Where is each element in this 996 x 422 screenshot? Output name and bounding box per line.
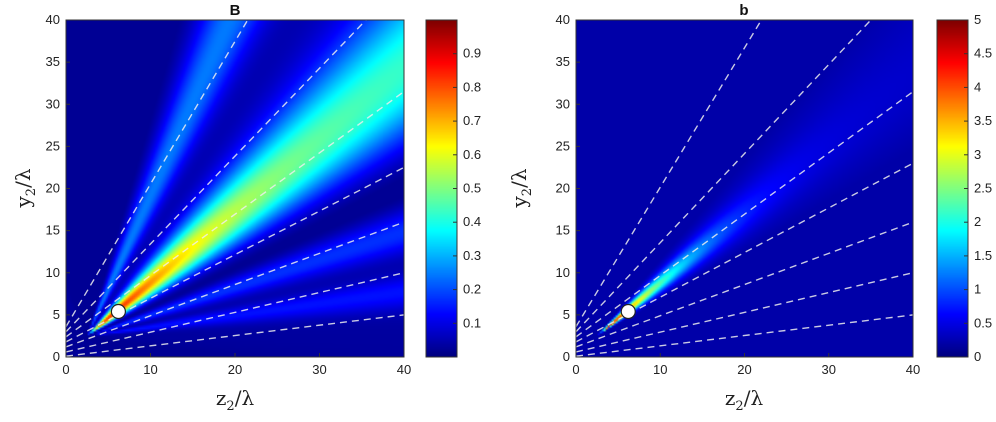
- colorbar-tick-label-b-3: 3: [974, 147, 981, 162]
- x-axis-label-b: z2/λ: [725, 386, 764, 414]
- colorbar-tick-label-b-1.5: 1.5: [974, 248, 992, 263]
- y-tick-label-B-35: 35: [46, 54, 60, 69]
- colorbar-tick-label-B-0.9: 0.9: [463, 46, 481, 61]
- y-tick-label-b-25: 25: [556, 138, 570, 153]
- y-tick-label-B-25: 25: [46, 138, 60, 153]
- x-tick-label-B-10: 10: [143, 362, 157, 377]
- y-tick-label-B-30: 30: [46, 96, 60, 111]
- y-tick-label-b-0: 0: [563, 349, 570, 364]
- colorbar-tick-label-b-5: 5: [974, 12, 981, 27]
- plot-area-b: [575, 19, 914, 358]
- panel-B: B 0 10 20 30 40 0 5 10 15 20 25 30 35 40 z2/λ y2/λ 0…: [11, 2, 481, 414]
- colorbar-tick-label-B-0.8: 0.8: [463, 79, 481, 94]
- colorbar-gradient-B: [426, 20, 457, 357]
- x-tick-label-B-30: 30: [312, 362, 326, 377]
- colorbar-tick-label-b-0.5: 0.5: [974, 315, 992, 330]
- y-axis-label-b: y2/λ: [507, 168, 535, 208]
- x-tick-label-b-40: 40: [906, 362, 920, 377]
- dashed-line-b-6: [575, 272, 914, 353]
- y-tick-label-B-5: 5: [53, 307, 60, 322]
- x-tick-label-B-20: 20: [228, 362, 242, 377]
- y-axis-label-B: y2/λ: [11, 168, 39, 208]
- y-tick-label-b-10: 10: [556, 265, 570, 280]
- x-ticks-B: 0 10 20 30 40: [62, 353, 411, 377]
- colorbar-b: 0 0.5 1 1.5 2 2.5 3 3.5 4 4.5 5: [936, 12, 992, 364]
- colorbar-ticks-B: 0.1 0.2 0.3 0.4 0.5 0.6 0.7 0.8 0.9: [453, 46, 481, 330]
- x-tick-label-b-30: 30: [822, 362, 836, 377]
- y-ticks-b: 0 5 10 15 20 25 30 35 40: [556, 12, 580, 364]
- x-tick-label-b-0: 0: [572, 362, 579, 377]
- y-tick-label-B-40: 40: [46, 12, 60, 27]
- source-point-B: [110, 303, 126, 320]
- colorbar-tick-label-B-0.7: 0.7: [463, 113, 481, 128]
- colorbar-B: 0.1 0.2 0.3 0.4 0.5 0.6 0.7 0.8 0.9: [425, 19, 481, 358]
- heatmap-image-B: [66, 20, 404, 357]
- x-axis-label-B: z2/λ: [216, 386, 255, 414]
- colorbar-ticks-b: 0 0.5 1 1.5 2 2.5 3 3.5 4 4.5 5: [964, 12, 992, 364]
- y-tick-label-b-5: 5: [563, 307, 570, 322]
- y-tick-label-b-30: 30: [556, 96, 570, 111]
- x-ticks-b: 0 10 20 30 40: [572, 353, 920, 377]
- colorbar-tick-label-B-0.2: 0.2: [463, 282, 481, 297]
- x-tick-label-B-0: 0: [62, 362, 69, 377]
- y-tick-label-B-15: 15: [46, 223, 60, 238]
- colorbar-tick-label-B-0.5: 0.5: [463, 181, 481, 196]
- colorbar-tick-label-b-3.5: 3.5: [974, 113, 992, 128]
- heatmap-image-b: [576, 20, 913, 357]
- x-tick-label-B-40: 40: [397, 362, 411, 377]
- colorbar-tick-label-b-2.5: 2.5: [974, 181, 992, 196]
- colorbar-tick-label-b-1: 1: [974, 282, 981, 297]
- colorbar-tick-label-B-0.1: 0.1: [463, 315, 481, 330]
- y-tick-label-B-20: 20: [46, 181, 60, 196]
- colorbar-tick-label-b-4: 4: [974, 79, 981, 94]
- colorbar-tick-label-b-2: 2: [974, 214, 981, 229]
- dashed-line-B-5: [65, 221, 405, 348]
- dashed-line-B-7: [65, 314, 405, 357]
- y-tick-label-b-20: 20: [556, 181, 570, 196]
- y-tick-label-B-0: 0: [53, 349, 60, 364]
- dashed-line-b-3: [575, 91, 914, 338]
- panel-title-B: B: [230, 2, 241, 19]
- y-tick-label-B-10: 10: [46, 265, 60, 280]
- colorbar-tick-label-B-0.4: 0.4: [463, 214, 481, 229]
- y-tick-label-b-35: 35: [556, 54, 570, 69]
- colorbar-tick-label-b-4.5: 4.5: [974, 46, 992, 61]
- colorbar-tick-label-B-0.6: 0.6: [463, 147, 481, 162]
- y-tick-label-b-15: 15: [556, 223, 570, 238]
- x-tick-label-b-20: 20: [737, 362, 751, 377]
- colorbar-gradient-b: [937, 20, 968, 357]
- y-tick-label-b-40: 40: [556, 12, 570, 27]
- dashed-line-B-6: [65, 272, 405, 353]
- source-point-b: [620, 303, 636, 320]
- colorbar-tick-label-b-0: 0: [974, 349, 981, 364]
- panel-title-b: b: [739, 2, 748, 19]
- dashed-line-b-7: [575, 314, 914, 357]
- dashed-line-B-2: [65, 19, 367, 333]
- plot-area-B: [65, 19, 405, 358]
- y-ticks-B: 0 5 10 15 20 25 30 35 40: [46, 12, 70, 364]
- colorbar-tick-label-B-0.3: 0.3: [463, 248, 481, 263]
- dashed-line-B-3: [65, 91, 405, 338]
- x-tick-label-b-10: 10: [653, 362, 667, 377]
